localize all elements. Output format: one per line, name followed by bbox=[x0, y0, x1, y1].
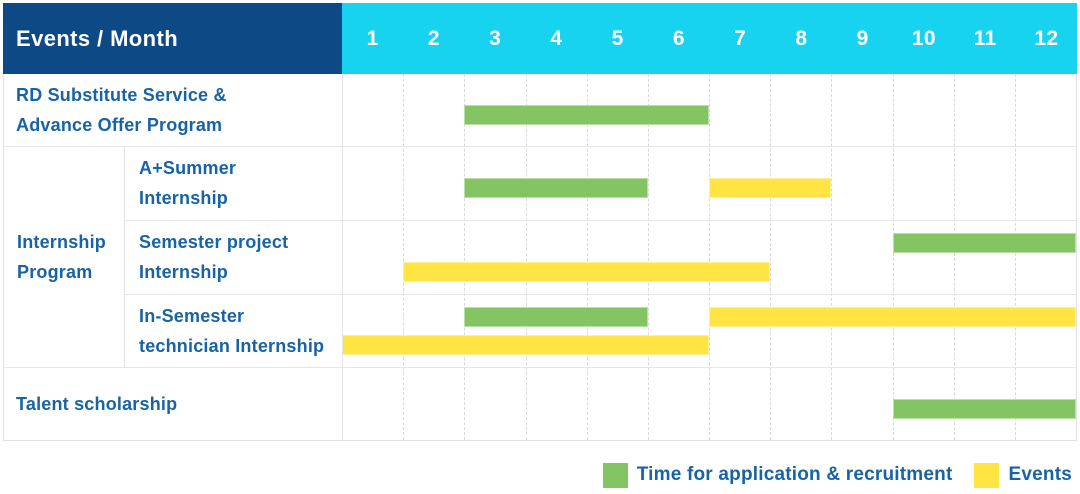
month-header-cell: 2 bbox=[427, 26, 440, 50]
row-divider bbox=[124, 294, 1076, 295]
month-header-cell: 11 bbox=[973, 26, 997, 50]
month-header-cell: 10 bbox=[911, 26, 936, 50]
legend-label-events: Events bbox=[1008, 464, 1072, 485]
bar-row-rd-substitute bbox=[342, 74, 1076, 146]
label-grid-divider bbox=[342, 74, 343, 440]
month-header-cell: 7 bbox=[734, 26, 747, 50]
green-bar bbox=[464, 307, 648, 327]
group-label-text: Internship Program bbox=[17, 231, 107, 282]
events-month-header-label: Events / Month bbox=[16, 25, 179, 51]
row-divider bbox=[124, 220, 1076, 221]
legend: Time for application & recruitment Event… bbox=[602, 462, 1072, 488]
row-label-rd-substitute: RD Substitute Service & Advance Offer Pr… bbox=[4, 74, 342, 146]
month-header-cell: 12 bbox=[1034, 26, 1059, 50]
row-label-text: A+Summer Internship bbox=[139, 158, 237, 208]
legend-swatch-yellow bbox=[974, 462, 1000, 488]
row-label-text: RD Substitute Service & Advance Offer Pr… bbox=[16, 85, 227, 135]
schedule-table: Events / Month 1 2 3 4 5 6 7 8 9 10 11 12 RD Substi… bbox=[3, 3, 1077, 441]
legend-item-events: Events bbox=[974, 462, 1072, 488]
month-header-cell: 6 bbox=[672, 26, 685, 50]
bar-row-semester-project bbox=[342, 220, 1076, 294]
yellow-bar bbox=[709, 307, 1076, 327]
group-label-internship-program: Internship Program bbox=[4, 146, 124, 367]
month-header-cell: 3 bbox=[489, 26, 502, 50]
row-label-a-plus-summer-internship: A+Summer Internship bbox=[124, 146, 342, 220]
bar-row-in-semester-technician bbox=[342, 294, 1076, 367]
legend-label-application-recruitment: Time for application & recruitment bbox=[636, 464, 953, 485]
green-bar bbox=[464, 105, 709, 125]
month-header-cell: 5 bbox=[611, 26, 624, 50]
legend-swatch-green bbox=[602, 462, 628, 488]
row-label-semester-project-internship: Semester project Internship bbox=[124, 220, 342, 294]
row-divider bbox=[4, 367, 1076, 368]
month-header-row: 1 2 3 4 5 6 7 8 9 10 11 12 bbox=[342, 3, 1077, 74]
month-header-cell: 8 bbox=[795, 26, 808, 50]
bar-row-a-plus-summer bbox=[342, 146, 1076, 220]
bar-row-talent-scholarship bbox=[342, 367, 1076, 441]
group-sublabel-divider bbox=[124, 146, 125, 367]
yellow-bar bbox=[342, 335, 709, 355]
green-bar bbox=[892, 399, 1076, 419]
month-header-cell: 9 bbox=[856, 26, 869, 50]
row-label-talent-scholarship: Talent scholarship bbox=[4, 367, 342, 441]
row-label-text: Semester project Internship bbox=[139, 232, 289, 282]
month-header-cell: 1 bbox=[366, 26, 379, 50]
row-label-in-semester-technician-internship: In-Semester technician Internship bbox=[124, 294, 342, 367]
month-header-cell: 4 bbox=[550, 26, 563, 50]
events-month-header-cell: Events / Month bbox=[3, 3, 342, 74]
row-label-text: Talent scholarship bbox=[16, 394, 178, 414]
yellow-bar bbox=[403, 262, 771, 282]
row-label-text: In-Semester technician Internship bbox=[139, 305, 325, 356]
legend-item-application-recruitment: Time for application & recruitment bbox=[602, 462, 953, 488]
yellow-bar bbox=[709, 178, 832, 198]
green-bar bbox=[892, 233, 1076, 253]
green-bar bbox=[464, 178, 648, 198]
row-divider bbox=[4, 146, 1076, 147]
